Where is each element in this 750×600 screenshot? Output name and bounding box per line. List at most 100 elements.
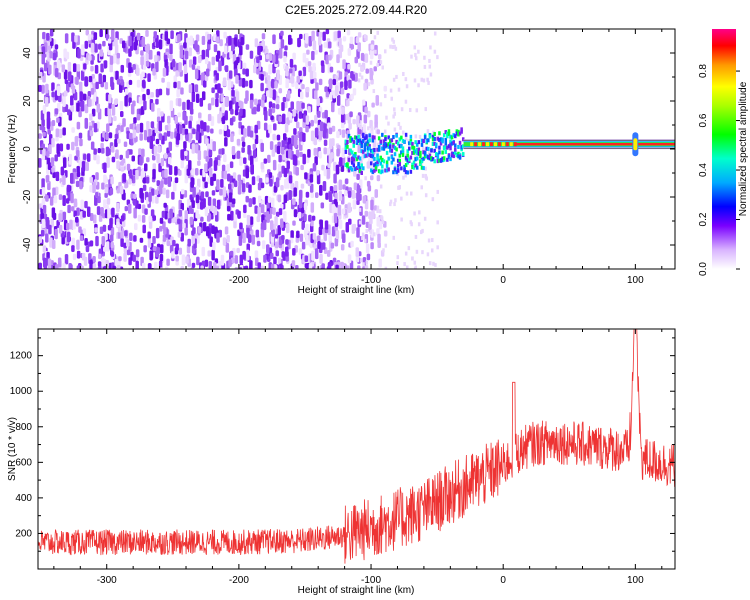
signal-cell xyxy=(460,145,463,150)
noise-cell xyxy=(109,62,113,73)
noise-cell xyxy=(323,230,327,242)
noise-cell xyxy=(333,161,337,172)
noise-cell xyxy=(301,83,305,90)
noise-cell xyxy=(301,220,305,230)
signal-cell xyxy=(357,164,360,169)
noise-cell xyxy=(76,207,80,216)
noise-cell xyxy=(159,267,164,269)
signal-cell xyxy=(369,148,373,153)
noise-cell xyxy=(92,181,96,193)
noise-cell xyxy=(120,238,124,248)
noise-cell xyxy=(98,253,102,260)
noise-cell xyxy=(392,39,396,44)
noise-cell xyxy=(315,170,320,176)
noise-cell xyxy=(350,93,354,100)
noise-cell xyxy=(197,150,202,161)
noise-cell xyxy=(317,110,321,118)
noise-cell xyxy=(278,154,282,163)
noise-cell xyxy=(432,261,435,266)
signal-cell xyxy=(431,137,435,142)
noise-cell xyxy=(206,125,210,133)
noise-cell xyxy=(277,225,281,236)
snr-x-tick-label: -100 xyxy=(361,575,381,586)
noise-cell xyxy=(342,59,346,70)
signal-cell xyxy=(358,141,362,146)
noise-cell xyxy=(103,176,108,184)
noise-cell xyxy=(218,129,223,135)
noise-cell xyxy=(263,158,268,164)
noise-cell xyxy=(205,138,209,145)
signal-cell xyxy=(442,146,446,151)
signal-cell xyxy=(438,158,441,163)
noise-cell xyxy=(333,31,338,41)
noise-cell xyxy=(101,236,105,246)
signal-cell xyxy=(400,144,403,149)
noise-cell xyxy=(64,254,69,265)
noise-cell xyxy=(205,226,210,237)
noise-cell xyxy=(278,116,282,123)
signal-cell xyxy=(419,161,422,166)
noise-cell xyxy=(410,222,413,227)
noise-cell xyxy=(265,54,270,60)
noise-cell xyxy=(400,196,403,201)
noise-cell xyxy=(410,191,413,196)
noise-cell xyxy=(43,62,48,72)
colorbar-tick-label: 0.8 xyxy=(698,64,709,78)
spectrogram-x-tick-label: 100 xyxy=(627,275,644,286)
signal-cell xyxy=(452,133,455,138)
noise-cell xyxy=(186,168,191,177)
noise-cell xyxy=(79,180,83,190)
noise-cell xyxy=(216,232,220,243)
signal-cell xyxy=(390,138,394,143)
noise-cell xyxy=(337,107,342,115)
noise-cell xyxy=(376,228,380,236)
noise-cell xyxy=(202,222,207,232)
noise-cell xyxy=(305,86,310,93)
noise-cell xyxy=(58,128,63,139)
noise-cell xyxy=(184,72,188,83)
signal-cell xyxy=(441,137,444,142)
signal-cell xyxy=(346,144,349,149)
signal-cell xyxy=(387,142,390,147)
noise-cell xyxy=(122,173,127,183)
noise-cell xyxy=(148,128,152,137)
noise-cell xyxy=(282,133,287,141)
noise-cell xyxy=(257,195,262,204)
signal-cell xyxy=(368,138,371,143)
noise-cell xyxy=(102,74,107,83)
noise-cell xyxy=(293,142,298,148)
noise-cell xyxy=(277,257,282,265)
noise-cell xyxy=(415,249,419,254)
signal-cell xyxy=(433,148,436,153)
noise-cell xyxy=(63,90,68,97)
noise-cell xyxy=(300,91,304,100)
signal-cell xyxy=(395,147,398,152)
noise-cell xyxy=(228,192,233,203)
noise-cell xyxy=(171,191,175,200)
noise-cell xyxy=(239,156,243,166)
signal-cell xyxy=(395,133,398,138)
noise-cell xyxy=(158,120,163,132)
noise-cell xyxy=(115,149,119,160)
signal-cell xyxy=(360,163,363,168)
noise-cell xyxy=(314,248,319,260)
noise-cell xyxy=(431,238,434,243)
noise-cell xyxy=(280,145,285,155)
noise-cell xyxy=(272,89,276,100)
signal-cell xyxy=(449,157,452,162)
signal-cell xyxy=(352,163,356,168)
noise-cell xyxy=(333,198,338,205)
noise-cell xyxy=(212,141,216,152)
noise-cell xyxy=(273,185,278,193)
noise-cell xyxy=(402,130,405,135)
noise-cell xyxy=(128,35,132,47)
noise-cell xyxy=(81,44,85,56)
noise-cell xyxy=(275,250,279,257)
noise-cell xyxy=(186,198,191,208)
noise-cell xyxy=(364,210,369,217)
noise-cell xyxy=(340,88,345,95)
noise-cell xyxy=(266,244,270,254)
noise-cell xyxy=(257,262,262,269)
noise-cell xyxy=(105,241,110,252)
noise-cell xyxy=(431,197,435,202)
